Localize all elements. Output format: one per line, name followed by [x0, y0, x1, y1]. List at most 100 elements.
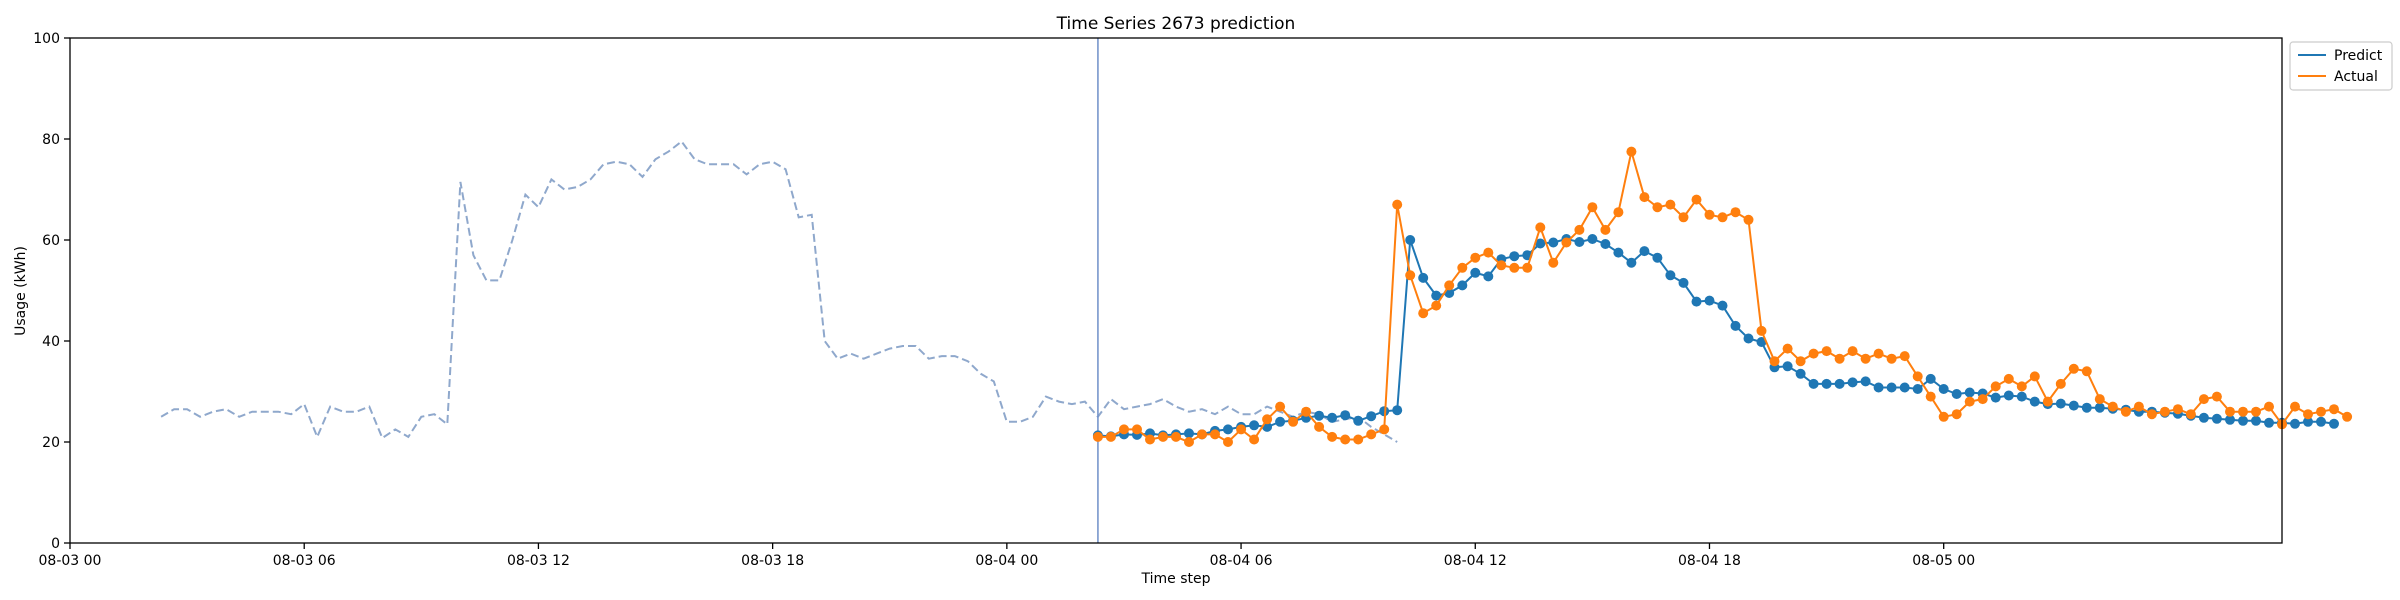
actual-point	[1795, 356, 1806, 367]
actual-point	[1457, 262, 1468, 273]
actual-point	[2185, 409, 2196, 420]
predict-point	[1717, 300, 1728, 311]
actual-point	[1678, 212, 1689, 223]
y-tick-label: 40	[42, 334, 60, 350]
x-tick-label: 08-03 18	[741, 553, 804, 569]
predict-point	[1756, 337, 1767, 347]
predict-point	[1808, 378, 1819, 389]
predict-point	[1912, 384, 1923, 394]
predict-point	[1665, 270, 1676, 281]
predict-point	[1418, 272, 1429, 283]
actual-point	[1392, 199, 1403, 210]
actual-point	[1639, 192, 1650, 203]
predict-point	[1782, 361, 1793, 372]
actual-point	[1288, 416, 1299, 427]
predict-point	[1951, 389, 1962, 399]
actual-point	[1184, 437, 1194, 447]
predict-point	[2016, 391, 2027, 402]
y-axis: 0 20 40 60 80 100	[33, 31, 70, 552]
x-tick-label: 08-04 06	[1210, 553, 1273, 569]
actual-point	[1782, 343, 1793, 354]
actual-point	[2342, 411, 2353, 422]
actual-point	[2303, 409, 2313, 420]
actual-point	[2029, 371, 2040, 382]
actual-point	[2264, 401, 2274, 412]
actual-point	[2238, 406, 2248, 417]
actual-point	[1743, 214, 1754, 225]
actual-point	[1925, 391, 1936, 402]
x-axis: 08-03 00 08-03 06 08-03 12 08-03 18 08-04 00…	[39, 543, 1975, 569]
actual-point	[1092, 431, 1103, 442]
actual-point	[2081, 366, 2092, 377]
predict-point	[1353, 415, 1364, 426]
actual-point	[1756, 325, 1767, 336]
predict-point	[1691, 296, 1702, 307]
predict-point	[2029, 396, 2040, 407]
actual-point	[1171, 431, 1181, 442]
actual-point	[1834, 353, 1845, 364]
actual-point	[1990, 381, 2001, 392]
predict-point	[2055, 398, 2066, 409]
x-tick-label: 08-04 00	[975, 553, 1038, 569]
actual-point	[1808, 348, 1819, 359]
actual-point	[1626, 146, 1637, 157]
y-tick-label: 20	[42, 435, 60, 451]
predict-point	[2081, 402, 2092, 413]
predict-point	[1834, 378, 1845, 389]
predict-point	[1938, 384, 1949, 394]
predict-point	[1652, 252, 1663, 263]
plot-frame	[69, 37, 2283, 544]
predict-point	[1405, 235, 1416, 245]
predict-point	[1613, 247, 1624, 258]
actual-point	[2159, 406, 2170, 417]
predict-point	[1847, 377, 1858, 388]
predict-point	[1548, 237, 1559, 248]
actual-point	[1314, 421, 1325, 432]
actual-point	[2120, 406, 2131, 417]
actual-point	[1561, 237, 1572, 248]
actual-point	[1821, 346, 1832, 357]
predict-point	[1990, 392, 2001, 403]
predict-point	[1743, 333, 1754, 344]
predict-point	[1639, 246, 1650, 257]
predict-point	[1457, 280, 1468, 291]
actual-point	[1158, 431, 1168, 442]
actual-point	[1509, 262, 1520, 273]
actual-point	[1769, 356, 1780, 367]
actual-point	[2172, 404, 2183, 415]
predict-point	[2003, 390, 2014, 401]
actual-point	[1210, 429, 1220, 440]
actual-point	[2251, 406, 2261, 417]
predict-point	[1223, 424, 1233, 435]
actual-point	[1353, 434, 1364, 445]
x-axis-title: Time step	[1141, 571, 1211, 587]
legend: Predict Actual	[2289, 41, 2393, 91]
actual-point	[1847, 346, 1858, 357]
actual-point	[1522, 262, 1533, 273]
x-tick-label: 08-04 12	[1444, 553, 1507, 569]
chart-title: Time Series 2673 prediction	[1056, 14, 1296, 34]
y-tick-label: 100	[33, 31, 60, 47]
x-tick-label: 08-04 18	[1678, 553, 1741, 569]
actual-point	[2107, 401, 2118, 412]
actual-point	[1886, 353, 1897, 364]
actual-point	[2329, 404, 2339, 415]
predict-point	[1327, 412, 1338, 423]
actual-point	[2225, 406, 2235, 417]
predict-point	[2211, 413, 2222, 424]
predict-point	[2198, 412, 2209, 423]
predict-point	[1886, 382, 1897, 393]
actual-point	[2003, 373, 2014, 384]
actual-point	[1197, 429, 1207, 440]
predict-point	[1678, 277, 1689, 288]
actual-point	[1600, 224, 1611, 235]
predict-point	[1587, 234, 1598, 244]
predict-point	[1964, 387, 1975, 398]
actual-point	[1652, 202, 1663, 213]
predict-point	[2094, 402, 2105, 413]
actual-point	[1704, 209, 1715, 220]
actual-point	[1730, 207, 1741, 218]
predict-point	[1366, 411, 1377, 422]
plot-area	[69, 37, 2353, 544]
